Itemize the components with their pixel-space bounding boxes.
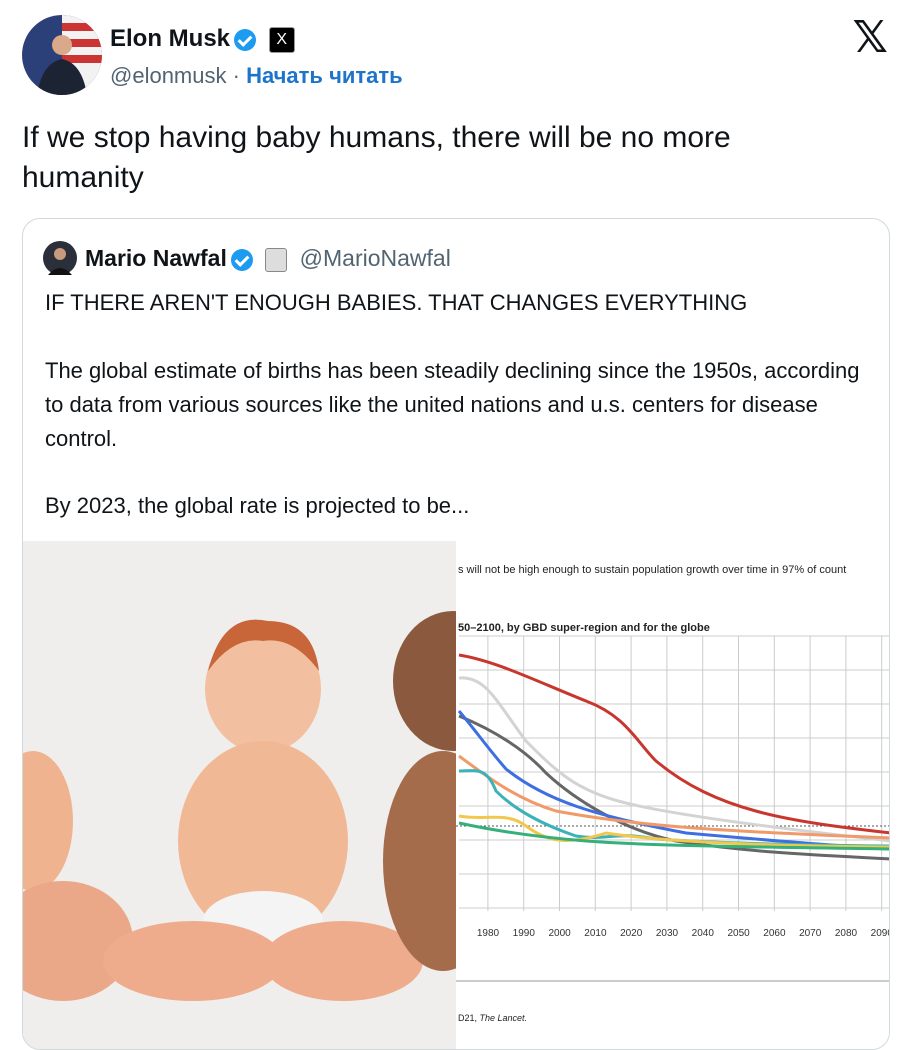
- x-tick-label: 2080: [835, 928, 858, 939]
- x-tick-label: 1990: [513, 928, 536, 939]
- x-tick-label: 1980: [477, 928, 500, 939]
- x-tick-label: 2060: [763, 928, 786, 939]
- chart-source: D21, The Lancet.: [458, 1013, 527, 1023]
- author-name[interactable]: Elon Musk: [110, 25, 231, 52]
- follow-link[interactable]: Начать читать: [246, 63, 403, 88]
- quote-author-name: Mario Nawfal: [85, 245, 227, 271]
- author-row: Elon Musk X: [110, 24, 295, 54]
- quote-author-row: Mario Nawfal @MarioNawfal: [85, 243, 451, 273]
- x-tick-label: 2010: [584, 928, 607, 939]
- quote-author-handle: @MarioNawfal: [299, 245, 451, 271]
- x-affiliate: X: [268, 26, 295, 53]
- x-tick-label: 2070: [799, 928, 822, 939]
- affiliate-icon: [265, 247, 288, 272]
- avatar[interactable]: [22, 15, 102, 95]
- photo: [23, 541, 456, 1049]
- quote-paragraph: By 2023, the global rate is projected to…: [45, 493, 470, 518]
- chart-lines: [457, 653, 889, 861]
- x-tick-label: 2090: [871, 928, 890, 939]
- x-tick-label: 2040: [692, 928, 715, 939]
- verified-badge: [234, 28, 257, 51]
- chart-image: s will not be high enough to sustain pop…: [456, 541, 890, 1049]
- author-handle[interactable]: @elonmusk: [110, 63, 227, 88]
- handle-row: @elonmusk · Начать читать: [110, 62, 403, 90]
- x-tick-label: 2050: [727, 928, 750, 939]
- verified-badge: [230, 248, 253, 271]
- page: Elon Musk X @elonmusk · Начать читать 𝕏 …: [0, 0, 912, 1024]
- quote-avatar: [43, 241, 77, 275]
- x-logo[interactable]: 𝕏: [852, 13, 888, 62]
- chart-caption: s will not be high enough to sustain pop…: [458, 564, 846, 576]
- chart-subtitle: 50–2100, by GBD super-region and for the…: [458, 622, 710, 634]
- separator: ·: [232, 63, 240, 88]
- quote-card[interactable]: Mario Nawfal @MarioNawfal IF THERE AREN'…: [22, 218, 890, 1050]
- x-tick-label: 2020: [620, 928, 643, 939]
- quote-paragraph: The global estimate of births has been s…: [45, 358, 860, 451]
- source-title: The Lancet.: [480, 1013, 528, 1023]
- source-prefix: D21,: [458, 1013, 480, 1023]
- quote-paragraph: IF THERE AREN'T ENOUGH BABIES. THAT CHAN…: [45, 290, 748, 315]
- x-tick-label: 2030: [656, 928, 679, 939]
- x-tick-label: 2000: [548, 928, 571, 939]
- tweet-text: If we stop having baby humans, there wil…: [22, 121, 731, 194]
